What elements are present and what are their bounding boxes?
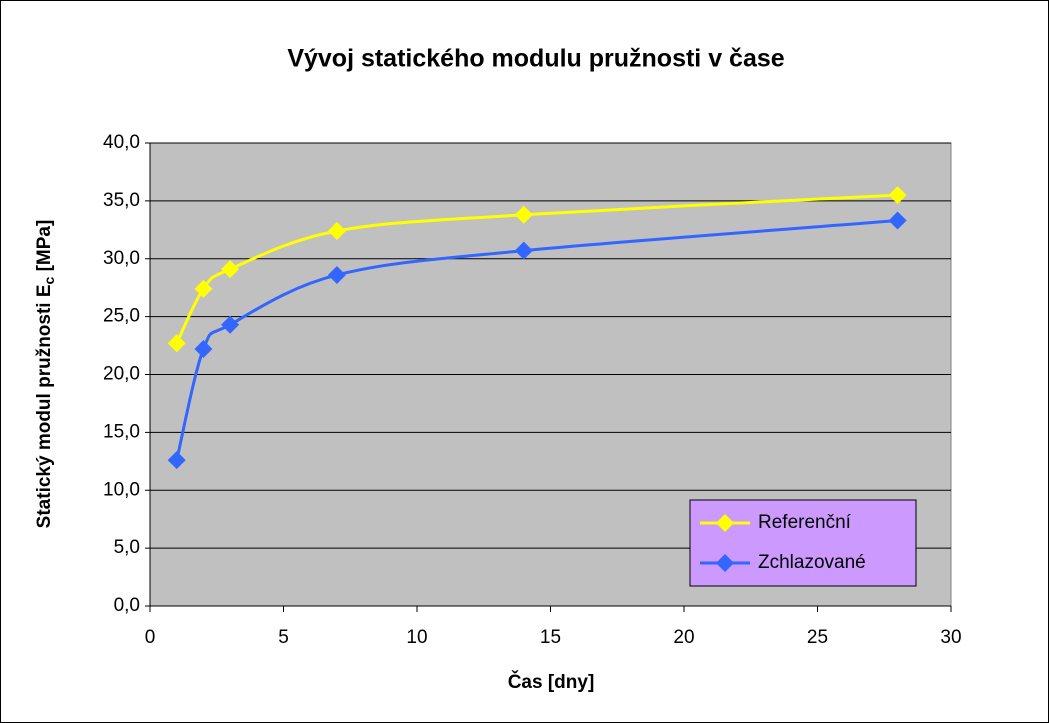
x-tick-label: 10 xyxy=(406,627,427,648)
data-point xyxy=(888,211,907,230)
x-tick-label: 25 xyxy=(807,627,828,648)
y-tick-label: 25,0 xyxy=(103,306,140,327)
x-tick-label: 20 xyxy=(673,627,694,648)
legend-box xyxy=(689,499,917,587)
y-tick-label: 30,0 xyxy=(103,248,140,269)
data-point xyxy=(514,205,533,224)
x-tick-label: 0 xyxy=(145,627,156,648)
y-axis-label: Statický modul pružnosti Ec [MPa] xyxy=(34,220,57,529)
x-tick-label: 15 xyxy=(540,627,561,648)
data-point xyxy=(888,186,907,205)
legend-label: Referenční xyxy=(758,512,852,533)
y-axis-label-sub: c xyxy=(41,276,57,284)
data-point xyxy=(167,451,186,470)
data-point xyxy=(194,279,213,298)
y-tick-label: 0,0 xyxy=(114,595,140,616)
y-tick-label: 40,0 xyxy=(103,132,140,153)
data-point xyxy=(194,340,213,359)
data-point xyxy=(327,221,346,240)
data-point xyxy=(221,315,240,334)
legend-label: Zchlazované xyxy=(758,552,866,573)
x-axis-label: Čas [dny] xyxy=(508,671,595,693)
legend-marker xyxy=(716,514,734,532)
data-point xyxy=(327,265,346,284)
chart-title: Vývoj statického modulu pružnosti v čase xyxy=(287,45,784,73)
data-point xyxy=(514,241,533,260)
legend-marker xyxy=(716,554,734,572)
data-point xyxy=(167,334,186,353)
y-tick-label: 20,0 xyxy=(103,364,140,385)
y-axis-label-part: [MPa] xyxy=(34,220,55,277)
x-tick-label: 30 xyxy=(940,627,961,648)
y-tick-label: 15,0 xyxy=(103,421,140,442)
x-tick-label: 5 xyxy=(278,627,289,648)
y-tick-label: 35,0 xyxy=(103,190,140,211)
y-axis-label-part: Statický modul pružnosti E xyxy=(34,284,55,528)
data-point xyxy=(221,260,240,279)
y-tick-label: 5,0 xyxy=(114,537,140,558)
y-tick-label: 10,0 xyxy=(103,479,140,500)
